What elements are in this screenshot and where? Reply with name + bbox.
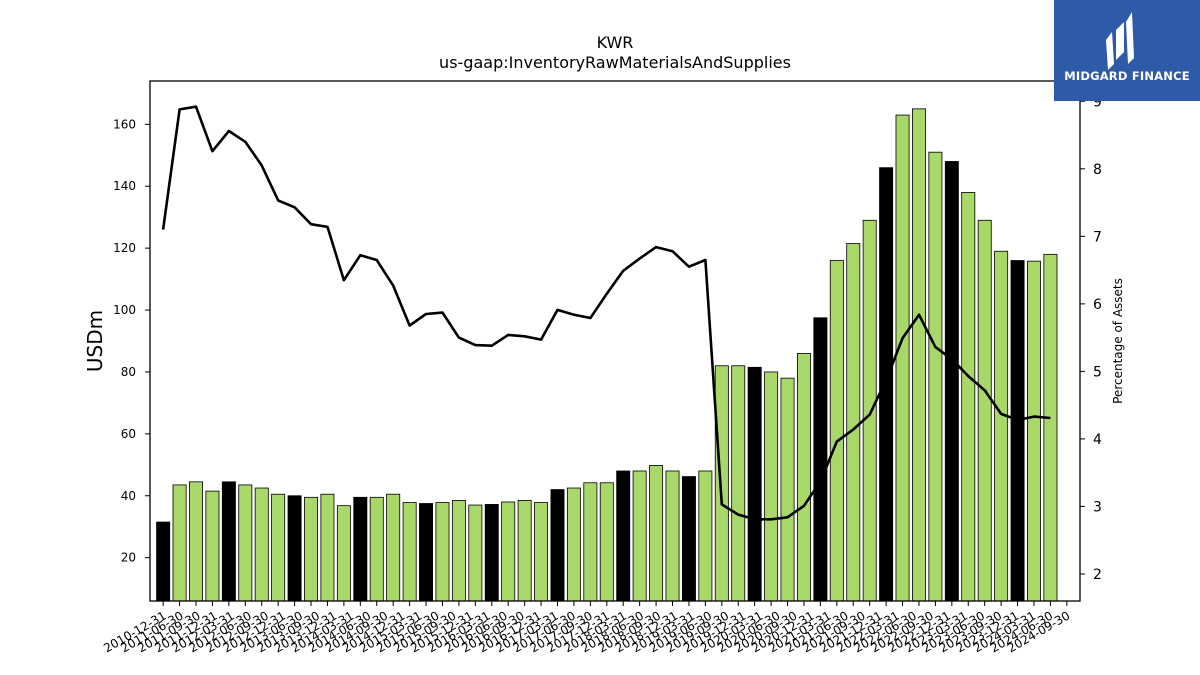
bar — [616, 470, 631, 602]
bar — [780, 377, 795, 602]
bar — [928, 151, 943, 602]
bar — [681, 476, 696, 602]
chart-subtitle: us-gaap:InventoryRawMaterialsAndSupplies — [439, 53, 791, 72]
bar — [698, 470, 713, 602]
bar — [714, 365, 729, 602]
bar — [172, 484, 187, 602]
bar — [271, 493, 286, 602]
y2-tick-label: 4 — [1093, 432, 1102, 448]
bar — [977, 219, 992, 602]
bar — [632, 470, 647, 602]
bar — [386, 493, 401, 602]
bar — [336, 505, 351, 602]
axes-layer: 20406080100120140160234567892010-12-3120… — [101, 80, 1102, 655]
bar — [665, 470, 680, 602]
bar — [254, 487, 269, 602]
y2-tick-label: 8 — [1093, 162, 1102, 178]
bar — [402, 502, 417, 602]
bar — [534, 502, 549, 602]
bar — [961, 192, 976, 602]
y-tick-label: 80 — [121, 365, 136, 379]
bar — [731, 365, 746, 602]
bar — [419, 503, 434, 602]
bar — [912, 108, 926, 602]
bar — [796, 352, 811, 602]
bar — [846, 243, 861, 602]
y2-tick-label: 5 — [1093, 364, 1102, 380]
y2-tick-label: 6 — [1093, 297, 1102, 313]
y-tick-label: 160 — [113, 117, 136, 131]
plot-frame — [149, 80, 1081, 602]
bar — [205, 490, 220, 602]
y-axis-label: USDm — [83, 310, 107, 372]
y-tick-label: 120 — [113, 241, 136, 255]
y2-tick-label: 2 — [1093, 567, 1102, 583]
bar — [304, 496, 318, 602]
logo-text: MIDGARD FINANCE — [1064, 69, 1190, 83]
bar — [435, 502, 450, 602]
bar — [599, 482, 614, 602]
y-tick-label: 40 — [121, 489, 136, 503]
bar — [353, 496, 368, 602]
y-tick-label: 20 — [121, 551, 136, 565]
bar — [862, 219, 877, 602]
bar — [484, 504, 499, 602]
bar — [895, 114, 910, 602]
bar — [747, 366, 762, 602]
bar — [451, 500, 466, 602]
bar — [649, 465, 664, 602]
y-tick-label: 100 — [113, 303, 136, 317]
bar — [517, 500, 532, 602]
logo-mark-icon — [1106, 12, 1134, 70]
bar — [369, 496, 384, 602]
bar — [879, 167, 894, 602]
bar — [1010, 260, 1025, 602]
percentage-line — [161, 105, 1051, 521]
bar — [238, 484, 253, 602]
bar — [813, 317, 828, 602]
bar — [1043, 253, 1058, 602]
bar — [221, 481, 236, 602]
bars-layer — [156, 108, 1058, 602]
bar — [1027, 260, 1041, 602]
bar — [583, 482, 598, 602]
bar — [468, 504, 483, 602]
y2-tick-label: 9 — [1093, 94, 1102, 110]
y-tick-label: 60 — [121, 427, 136, 441]
y2-tick-label: 3 — [1093, 499, 1102, 515]
bar — [764, 371, 779, 602]
chart-title: KWR — [597, 33, 634, 52]
line-layer — [161, 105, 1051, 521]
bar — [994, 250, 1009, 602]
bar — [550, 489, 565, 602]
y-tick-label: 140 — [113, 179, 136, 193]
bar — [566, 487, 581, 602]
y2-tick-label: 7 — [1093, 229, 1102, 245]
y2-axis-label: Percentage of Assets — [1111, 278, 1125, 404]
bar — [156, 521, 171, 602]
bar — [944, 161, 959, 602]
bar — [320, 493, 335, 602]
bar — [189, 481, 203, 602]
bar — [287, 495, 302, 602]
bar — [501, 501, 516, 602]
bar — [829, 260, 844, 602]
midgard-finance-logo: MIDGARD FINANCE — [1054, 0, 1200, 101]
